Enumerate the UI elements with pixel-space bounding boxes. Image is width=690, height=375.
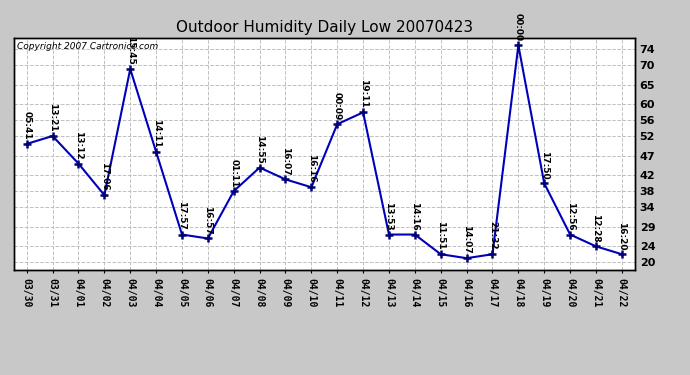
Text: 13:21: 13:21 (48, 103, 57, 132)
Text: 17:50: 17:50 (540, 150, 549, 179)
Text: 17:06: 17:06 (100, 162, 109, 191)
Text: 21:32: 21:32 (488, 222, 497, 250)
Text: 01:11: 01:11 (229, 159, 238, 187)
Text: 00:09: 00:09 (333, 92, 342, 120)
Text: 19:11: 19:11 (359, 80, 368, 108)
Text: 12:56: 12:56 (566, 202, 575, 230)
Text: 05:41: 05:41 (22, 111, 31, 140)
Text: 00:00: 00:00 (514, 13, 523, 41)
Text: 13:12: 13:12 (74, 131, 83, 159)
Text: 17:57: 17:57 (177, 201, 186, 230)
Text: 15:45: 15:45 (126, 36, 135, 65)
Text: 12:28: 12:28 (591, 214, 600, 242)
Title: Outdoor Humidity Daily Low 20070423: Outdoor Humidity Daily Low 20070423 (176, 20, 473, 35)
Text: 16:07: 16:07 (281, 147, 290, 175)
Text: 16:57: 16:57 (204, 206, 213, 234)
Text: 14:07: 14:07 (462, 225, 471, 254)
Text: 16:20: 16:20 (618, 222, 627, 250)
Text: 14:55: 14:55 (255, 135, 264, 164)
Text: Copyright 2007 Cartronics.com: Copyright 2007 Cartronics.com (17, 42, 158, 51)
Text: 16:16: 16:16 (307, 154, 316, 183)
Text: 11:51: 11:51 (436, 222, 445, 250)
Text: 14:16: 14:16 (411, 202, 420, 230)
Text: 13:53: 13:53 (384, 202, 393, 230)
Text: 14:11: 14:11 (152, 119, 161, 148)
